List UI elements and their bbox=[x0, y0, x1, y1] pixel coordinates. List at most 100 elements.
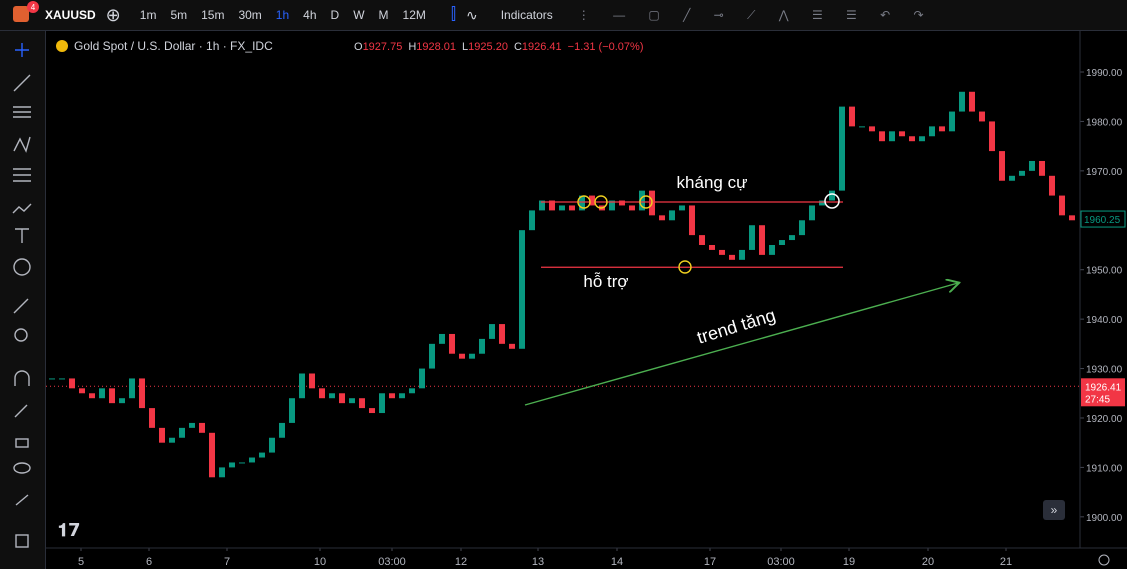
candle bbox=[879, 131, 885, 142]
candle bbox=[439, 333, 445, 344]
marker-price-label: 1960.25 bbox=[1084, 215, 1121, 226]
eye[interactable] bbox=[13, 462, 31, 474]
scroll-button[interactable] bbox=[1043, 500, 1065, 520]
ohlc-value: 1925.20 bbox=[468, 41, 508, 53]
candle bbox=[369, 408, 375, 414]
touch-marker bbox=[678, 260, 692, 274]
candle bbox=[269, 437, 275, 453]
candle bbox=[69, 378, 75, 389]
candle bbox=[1059, 195, 1065, 216]
x-tick-label: 6 bbox=[146, 556, 152, 568]
zoom[interactable] bbox=[14, 328, 28, 342]
ohlc-key: O bbox=[354, 41, 363, 53]
candle bbox=[409, 388, 415, 394]
interval[interactable]: 1m bbox=[139, 8, 157, 22]
trendline[interactable] bbox=[13, 74, 31, 92]
candle bbox=[679, 205, 685, 211]
interval[interactable]: M bbox=[378, 8, 389, 22]
legend-title: Gold Spot / U.S. Dollar · 1h · FX_IDC bbox=[74, 39, 273, 53]
interval[interactable]: 30m bbox=[238, 8, 262, 22]
logo[interactable]: 4 bbox=[0, 0, 40, 30]
interval[interactable]: 4h bbox=[303, 8, 317, 22]
candle bbox=[579, 195, 585, 211]
emoji[interactable] bbox=[13, 258, 31, 276]
candle bbox=[719, 249, 725, 255]
x-tick-label: 19 bbox=[843, 556, 855, 568]
left-toolbar bbox=[0, 31, 46, 569]
candle bbox=[659, 215, 665, 221]
interval[interactable]: D bbox=[330, 8, 340, 22]
candle bbox=[789, 235, 795, 241]
text-tool[interactable] bbox=[15, 228, 29, 243]
chart-type[interactable]: ⫿ bbox=[450, 6, 456, 23]
link[interactable] bbox=[15, 494, 29, 506]
candle bbox=[709, 244, 715, 250]
candle bbox=[189, 422, 195, 428]
drawing-tools[interactable]: ⋮ — ▢ ╱ ⊸ ⟋ ⋀ ☰ ☰ ↶ ↷ bbox=[577, 7, 934, 22]
x-tick-label: 17 bbox=[704, 556, 716, 568]
add-symbol[interactable]: ⊕ bbox=[105, 4, 121, 25]
candle bbox=[539, 200, 545, 211]
candle bbox=[129, 378, 135, 399]
magnet[interactable] bbox=[14, 370, 30, 386]
countdown: 27:45 bbox=[1085, 394, 1110, 405]
candle bbox=[159, 427, 165, 443]
candle bbox=[89, 393, 95, 399]
interval[interactable]: W bbox=[353, 8, 365, 22]
interval[interactable]: 15m bbox=[201, 8, 225, 22]
lock-draw[interactable] bbox=[14, 404, 28, 418]
candle bbox=[969, 91, 975, 112]
candle bbox=[739, 249, 745, 260]
y-tick-label: 1900.00 bbox=[1086, 513, 1123, 524]
brush[interactable] bbox=[12, 203, 32, 214]
fib[interactable] bbox=[13, 106, 31, 118]
candle bbox=[319, 388, 325, 399]
candle bbox=[169, 437, 175, 443]
symbol[interactable]: XAUUSD bbox=[45, 8, 96, 22]
trash[interactable] bbox=[15, 534, 29, 548]
candle bbox=[529, 210, 535, 231]
candle bbox=[1029, 160, 1035, 171]
pattern[interactable] bbox=[13, 136, 31, 153]
indicators[interactable]: Indicators bbox=[500, 8, 553, 22]
candle bbox=[589, 195, 595, 206]
candle bbox=[1009, 175, 1015, 181]
touch-marker bbox=[639, 195, 653, 209]
x-tick-label: 12 bbox=[455, 556, 467, 568]
interval[interactable]: 5m bbox=[170, 8, 188, 22]
x-tick-label: 5 bbox=[78, 556, 84, 568]
candle bbox=[459, 353, 465, 359]
candle bbox=[239, 462, 245, 464]
candle bbox=[229, 462, 235, 468]
candle bbox=[609, 200, 615, 211]
scroll-icon: » bbox=[1051, 503, 1058, 517]
projection[interactable] bbox=[13, 168, 31, 182]
x-tick-label: 03:00 bbox=[378, 556, 406, 568]
lock[interactable] bbox=[15, 438, 29, 448]
trend-arrow bbox=[524, 283, 958, 406]
crosshair[interactable] bbox=[15, 43, 29, 57]
interval[interactable]: 12M bbox=[402, 8, 426, 22]
candle bbox=[419, 368, 425, 389]
y-tick-label: 1930.00 bbox=[1086, 365, 1123, 376]
ohlc: O1927.75 H1928.01 L1925.20 C1926.41 −1.31 (−… bbox=[354, 41, 644, 53]
candle bbox=[59, 378, 65, 380]
candle bbox=[959, 91, 965, 112]
candle bbox=[849, 106, 855, 127]
interval[interactable]: 1h bbox=[275, 8, 290, 22]
candle bbox=[909, 136, 915, 142]
ohlc-key: H bbox=[408, 41, 416, 53]
candle bbox=[499, 324, 505, 344]
candle bbox=[809, 205, 815, 221]
last-price-label: 1926.41 bbox=[1085, 382, 1122, 393]
settings[interactable] bbox=[1098, 554, 1110, 566]
level-label: hỗ trợ bbox=[583, 272, 628, 291]
ruler[interactable] bbox=[13, 298, 29, 314]
candle bbox=[489, 324, 495, 339]
candle bbox=[359, 398, 365, 409]
candle bbox=[549, 200, 555, 211]
line-icon[interactable]: ∿ bbox=[465, 6, 478, 23]
ohlc-value: 1927.75 bbox=[363, 41, 403, 53]
y-tick-label: 1970.00 bbox=[1086, 167, 1123, 178]
touch-marker bbox=[594, 195, 608, 209]
